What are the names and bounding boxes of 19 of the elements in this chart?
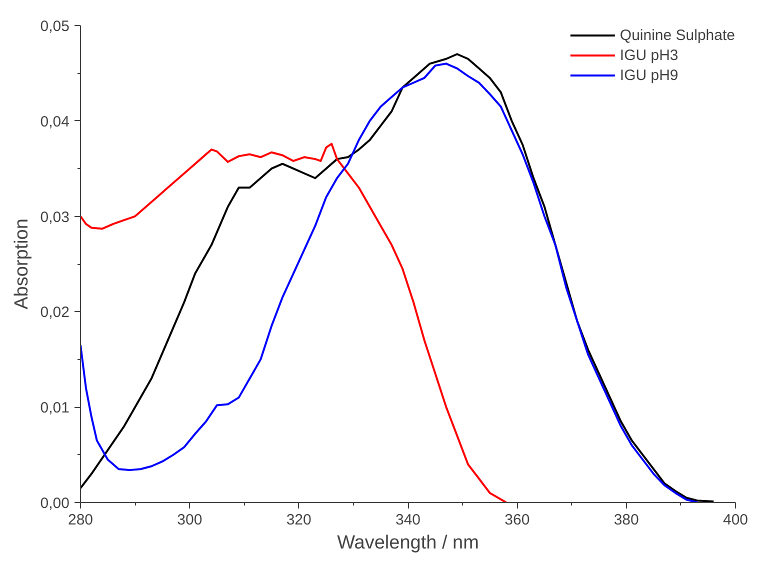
- x-tick-label: 280: [68, 512, 94, 528]
- y-tick-label: 0,01: [40, 400, 70, 417]
- x-tick-label: 400: [722, 512, 748, 528]
- x-tick-label: 380: [614, 512, 639, 528]
- legend-label: IGU pH9: [620, 66, 678, 84]
- y-tick-label: 0,00: [40, 495, 70, 512]
- y-tick-label: 0,04: [40, 113, 70, 130]
- line-series: [80, 142, 508, 502]
- y-tick-label: 0,05: [40, 18, 70, 35]
- y-axis-title: Absorption: [11, 218, 32, 310]
- x-tick-label: 340: [395, 512, 421, 528]
- legend-label: Quinine Sulphate: [620, 26, 735, 44]
- legend-label: IGU pH3: [620, 46, 678, 64]
- x-tick-label: 360: [504, 512, 530, 528]
- x-tick-label: 320: [286, 512, 312, 528]
- y-tick-label: 0,03: [40, 208, 70, 226]
- x-tick-label: 300: [177, 512, 202, 528]
- x-axis-title: Wavelength / nm: [337, 532, 479, 554]
- y-tick-label: 0,02: [40, 304, 70, 322]
